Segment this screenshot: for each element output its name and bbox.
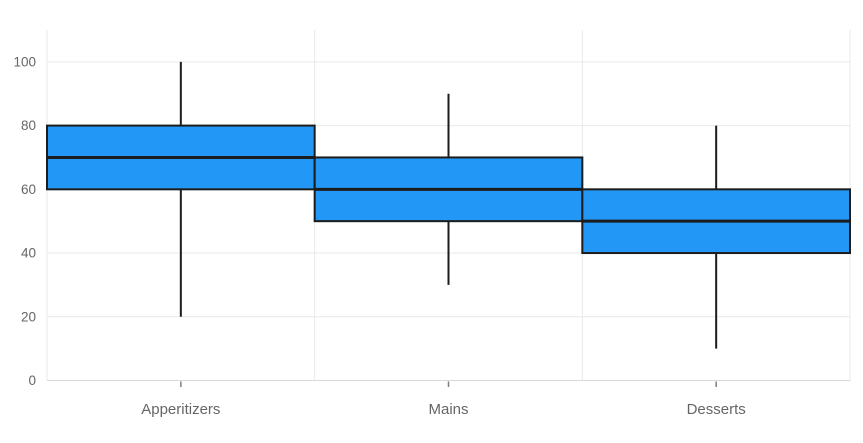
y-axis-tick-label: 60 — [21, 182, 36, 197]
y-axis-tick-label: 0 — [28, 373, 36, 388]
x-axis-category-label: Mains — [428, 401, 468, 418]
y-axis-tick-label: 80 — [21, 118, 36, 133]
x-axis-category-label: Apperitizers — [141, 401, 220, 418]
y-axis-tick-label: 40 — [21, 246, 36, 261]
y-axis-tick-label: 100 — [13, 54, 36, 69]
x-axis-category-label: Desserts — [687, 401, 746, 418]
y-axis-tick-label: 20 — [21, 309, 36, 324]
